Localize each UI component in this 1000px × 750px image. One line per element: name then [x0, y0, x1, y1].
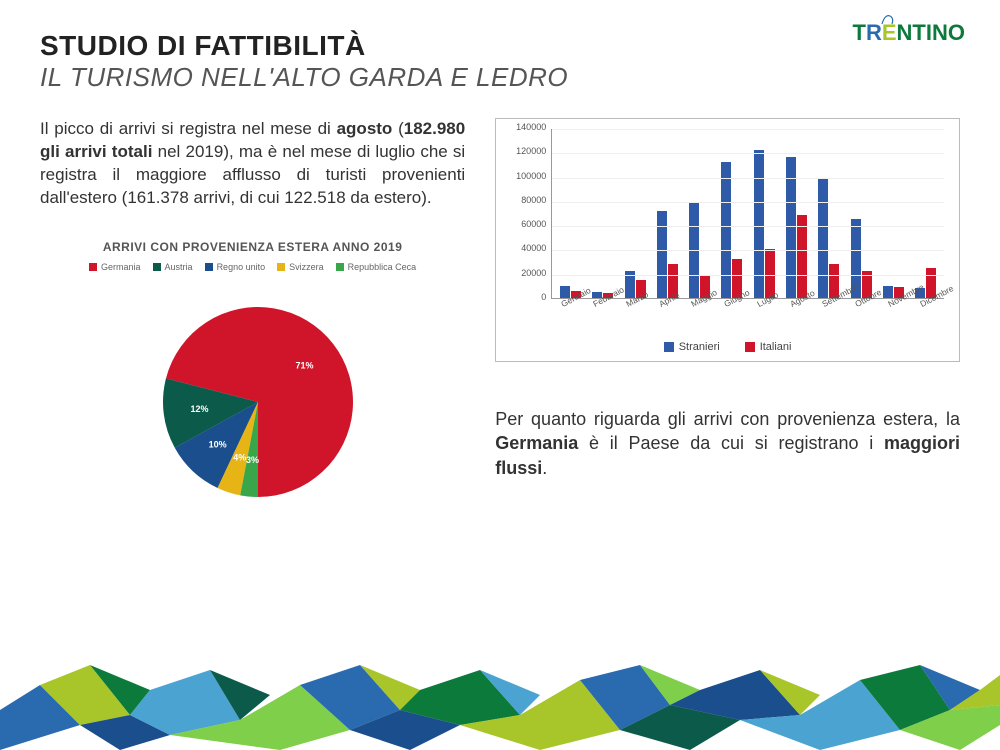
bar-legend-item: Italiani [745, 341, 792, 353]
bar-group [750, 150, 778, 298]
bar-stranieri [754, 150, 764, 298]
text: . [542, 458, 547, 478]
content: Il picco di arrivi si registra nel mese … [0, 103, 1000, 512]
bar-plot-area: 020000400006000080000100000120000140000 [551, 129, 944, 299]
bar-group [718, 162, 746, 298]
pie-legend-item: Germania [89, 262, 141, 272]
pie-slice-label: 12% [190, 404, 208, 414]
pie-slice-label: 71% [295, 360, 313, 370]
bold-text: Germania [495, 433, 578, 453]
pie-chart: 71% 12% 10% 4%3% [40, 282, 465, 512]
footer-decoration [0, 655, 1000, 750]
left-column: Il picco di arrivi si registra nel mese … [40, 118, 465, 512]
bar-group [815, 179, 843, 298]
pie-slice-label: 3% [246, 455, 259, 465]
pie-legend-item: Repubblica Ceca [336, 262, 417, 272]
pie-chart-title: ARRIVI CON PROVENIENZA ESTERA ANNO 2019 [40, 240, 465, 254]
bar-stranieri [721, 162, 731, 298]
pie-slice-label: 10% [208, 439, 226, 449]
text: Il picco di arrivi si registra nel mese … [40, 119, 337, 138]
text: è il Paese da cui si registrano i [578, 433, 884, 453]
page-title: STUDIO DI FATTIBILITÀ [40, 30, 960, 62]
pie-legend-item: Austria [153, 262, 193, 272]
bar-italiani [797, 215, 807, 298]
x-axis-labels: GennaioFebbraioMarzoAprileMaggioGiugnoLu… [551, 303, 944, 313]
pie-slice-label: 4% [233, 452, 246, 462]
right-column: 020000400006000080000100000120000140000 … [495, 118, 960, 512]
bar-chart: 020000400006000080000100000120000140000 … [495, 118, 960, 362]
bar-stranieri [657, 211, 667, 298]
pie-legend-item: Regno unito [205, 262, 266, 272]
text: ( [392, 119, 403, 138]
pie-legend: Germania Austria Regno unito Svizzera Repubb… [40, 262, 465, 272]
bars-container [552, 129, 944, 298]
y-axis-ticks: 020000400006000080000100000120000140000 [504, 123, 549, 299]
page-subtitle: IL TURISMO NELL'ALTO GARDA E LEDRO [40, 62, 960, 93]
bold-text: agosto [337, 119, 393, 138]
bar-stranieri [818, 179, 828, 298]
bar-group [653, 211, 681, 298]
pie-legend-item: Svizzera [277, 262, 324, 272]
paragraph-1: Il picco di arrivi si registra nel mese … [40, 118, 465, 210]
bar-legend-item: Stranieri [664, 341, 720, 353]
text: Per quanto riguarda gli arrivi con prove… [495, 409, 960, 429]
header: STUDIO DI FATTIBILITÀ IL TURISMO NELL'AL… [0, 0, 1000, 103]
trentino-logo: TRENTINO [853, 20, 965, 46]
bar-legend: Stranieri Italiani [506, 341, 949, 353]
paragraph-2: Per quanto riguarda gli arrivi con prove… [495, 407, 960, 480]
